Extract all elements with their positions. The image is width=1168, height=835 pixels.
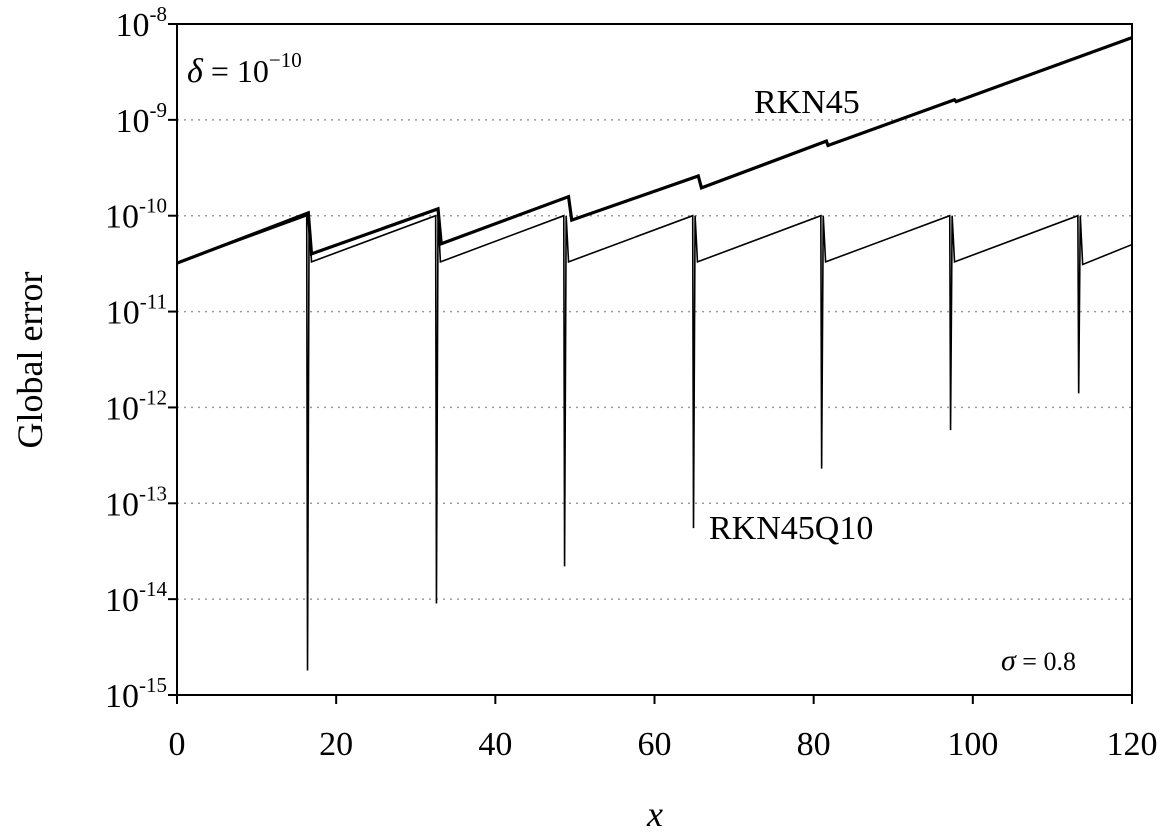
series-layer: [176, 36, 1133, 671]
y-tick-label: 10-15: [105, 673, 167, 715]
grid-lines: [177, 119, 1132, 600]
y-tick-label: 10-9: [116, 98, 168, 140]
x-tick-label: 120: [1107, 726, 1158, 763]
y-tick-exponent: -11: [140, 290, 167, 314]
y-tick-base: 10: [116, 7, 150, 44]
y-tick-exponent: -13: [139, 481, 167, 505]
plot-frame: [176, 23, 1133, 696]
y-tick-exponent: -9: [150, 98, 168, 122]
series-line-rkn45: [176, 36, 1133, 265]
y-tick-base: 10: [105, 486, 139, 523]
y-tick-base: 10: [106, 295, 140, 332]
series-label-rkn45q10: RKN45Q10: [709, 510, 873, 547]
x-axis-label: x: [646, 794, 663, 834]
y-axis-label: Global error: [10, 272, 50, 449]
y-tick-label: 10-12: [105, 385, 167, 427]
x-tick-label: 100: [947, 726, 998, 763]
y-tick-base: 10: [105, 678, 139, 715]
y-tick-label: 10-10: [105, 194, 167, 236]
y-tick-base: 10: [116, 103, 150, 140]
axes: [168, 23, 1133, 704]
sigma-symbol: σ: [1001, 644, 1017, 677]
y-tick-label: 10-8: [116, 2, 168, 44]
y-tick-exponent: -10: [139, 194, 167, 218]
x-tick-label: 0: [169, 726, 186, 763]
delta-exponent: −10: [269, 48, 302, 72]
y-tick-base: 10: [105, 390, 139, 427]
series-line-rkn45q10: [176, 214, 1133, 671]
x-tick-label: 20: [319, 726, 353, 763]
x-tick-label: 40: [478, 726, 512, 763]
y-tick-exponent: -8: [150, 2, 168, 26]
y-tick-exponent: -14: [139, 577, 167, 601]
y-tick-label: 10-13: [105, 481, 167, 523]
y-tick-exponent: -15: [139, 673, 167, 697]
delta-annotation: δ = 10−10: [187, 48, 302, 90]
x-tick-label: 80: [797, 726, 831, 763]
series-label-rkn45: RKN45: [754, 84, 860, 121]
sigma-equals: = 0.8: [1016, 647, 1076, 676]
y-tick-label: 10-11: [106, 290, 167, 332]
delta-equals: = 10: [203, 53, 269, 89]
y-tick-base: 10: [105, 199, 139, 236]
sigma-annotation: σ = 0.8: [1001, 644, 1076, 677]
delta-symbol: δ: [187, 53, 204, 90]
y-tick-base: 10: [105, 582, 139, 619]
x-tick-label: 60: [638, 726, 672, 763]
y-tick-exponent: -12: [139, 385, 167, 409]
y-tick-label: 10-14: [105, 577, 167, 619]
